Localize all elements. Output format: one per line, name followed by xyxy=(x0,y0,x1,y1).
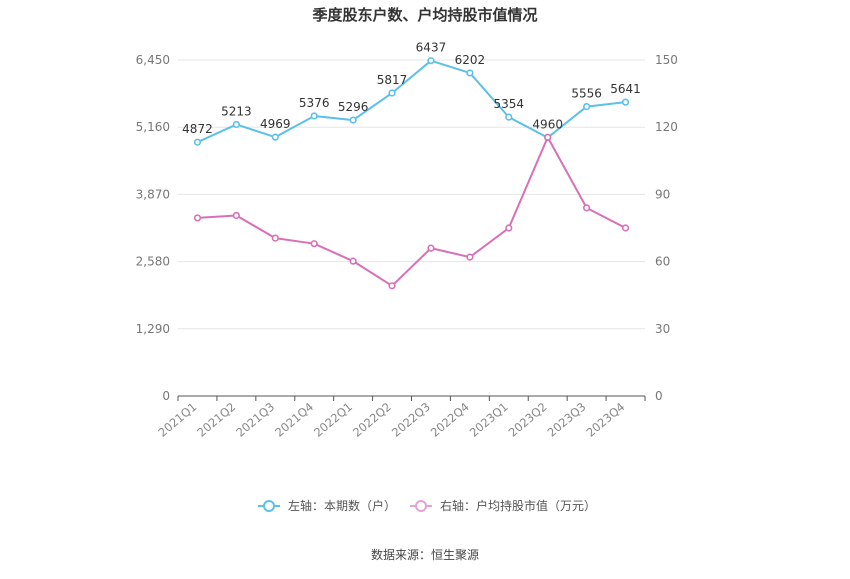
y-left-tick-label: 0 xyxy=(162,389,170,403)
chart-title: 季度股东户数、户均持股市值情况 xyxy=(312,6,537,24)
data-point[interactable] xyxy=(621,224,630,232)
axis-layer: 0 1,290 2,580 3,870 5,160 6,450 0 30 60 90 120 150 2… xyxy=(136,53,678,440)
legend: 左轴：本期数（户） 右轴：户均持股市值（万元） xyxy=(258,498,596,513)
data-point[interactable] xyxy=(427,244,435,252)
data-point[interactable] xyxy=(427,57,435,65)
data-point[interactable] xyxy=(505,113,513,121)
grid-layer xyxy=(178,59,645,330)
data-label: 4872 xyxy=(182,122,213,136)
data-label: 5376 xyxy=(299,96,330,110)
x-tick-label: 2023Q4 xyxy=(584,400,628,440)
data-point[interactable] xyxy=(271,234,279,242)
data-label: 6202 xyxy=(455,53,486,67)
data-point[interactable] xyxy=(310,112,318,120)
x-tick-label: 2022Q4 xyxy=(428,400,472,440)
data-point[interactable] xyxy=(544,133,552,141)
legend-item-left-series[interactable]: 左轴：本期数（户） xyxy=(258,498,396,513)
x-tick-label: 2021Q4 xyxy=(272,400,316,440)
data-point[interactable] xyxy=(232,211,240,220)
data-label: 5817 xyxy=(377,73,408,87)
data-point[interactable] xyxy=(466,69,474,77)
data-point[interactable] xyxy=(388,89,396,97)
y-left-tick-label: 6,450 xyxy=(136,53,170,67)
data-point[interactable] xyxy=(388,282,396,290)
data-point[interactable] xyxy=(310,240,318,248)
data-point[interactable] xyxy=(466,253,474,261)
x-tick-label: 2023Q2 xyxy=(506,400,550,440)
y-left-tick-label: 2,580 xyxy=(136,255,170,269)
y-left-tick-label: 1,290 xyxy=(136,322,170,336)
y-left-tick-label: 3,870 xyxy=(136,187,170,201)
legend-marker-left-series xyxy=(263,500,275,512)
legend-label-left-series: 左轴：本期数（户） xyxy=(288,498,396,513)
data-point[interactable] xyxy=(349,116,357,124)
x-tick-label: 2023Q3 xyxy=(545,400,589,440)
legend-marker-right-series xyxy=(415,500,427,512)
source-note: 数据来源：恒生聚源 xyxy=(371,547,479,562)
y-right-tick-label: 0 xyxy=(655,389,663,403)
y-left-tick-label: 5,160 xyxy=(136,120,170,134)
y-right-tick-label: 30 xyxy=(655,322,670,336)
series-line-right xyxy=(197,136,627,287)
data-point[interactable] xyxy=(505,224,513,232)
series-line-left xyxy=(197,59,626,144)
data-label: 4969 xyxy=(260,117,291,131)
data-point[interactable] xyxy=(193,138,202,146)
y-right-tick-label: 60 xyxy=(655,255,670,269)
series-layer xyxy=(193,57,630,290)
legend-label-right-series: 右轴：户均持股市值（万元） xyxy=(440,498,596,513)
x-tick-label: 2022Q1 xyxy=(311,400,355,440)
data-label: 5354 xyxy=(494,97,525,111)
data-point[interactable] xyxy=(583,102,591,111)
x-tick-label: 2023Q1 xyxy=(467,400,511,440)
data-label: 5641 xyxy=(610,82,641,96)
data-point[interactable] xyxy=(583,204,591,212)
data-point[interactable] xyxy=(349,257,357,265)
data-label: 4960 xyxy=(532,118,563,132)
x-tick-label: 2021Q3 xyxy=(233,400,277,440)
data-point[interactable] xyxy=(193,214,202,222)
data-label: 6437 xyxy=(416,41,447,55)
x-tick-label: 2022Q2 xyxy=(350,400,394,440)
y-right-tick-label: 90 xyxy=(655,187,670,201)
x-tick-label: 2021Q2 xyxy=(194,400,238,440)
data-label: 5556 xyxy=(571,87,602,101)
data-point[interactable] xyxy=(271,133,279,141)
data-label: 5213 xyxy=(221,104,252,118)
x-tick-label: 2022Q3 xyxy=(389,400,433,440)
y-right-tick-label: 120 xyxy=(655,120,678,134)
data-label-layer: 4872 5213 4969 5376 5296 5817 6437 6202 5354 4960… xyxy=(182,41,641,137)
data-point[interactable] xyxy=(232,120,240,129)
x-tick-label: 2021Q1 xyxy=(155,400,199,440)
legend-item-right-series[interactable]: 右轴：户均持股市值（万元） xyxy=(410,498,596,513)
y-right-tick-label: 150 xyxy=(655,53,678,67)
data-label: 5296 xyxy=(338,100,369,114)
data-point[interactable] xyxy=(621,98,630,106)
